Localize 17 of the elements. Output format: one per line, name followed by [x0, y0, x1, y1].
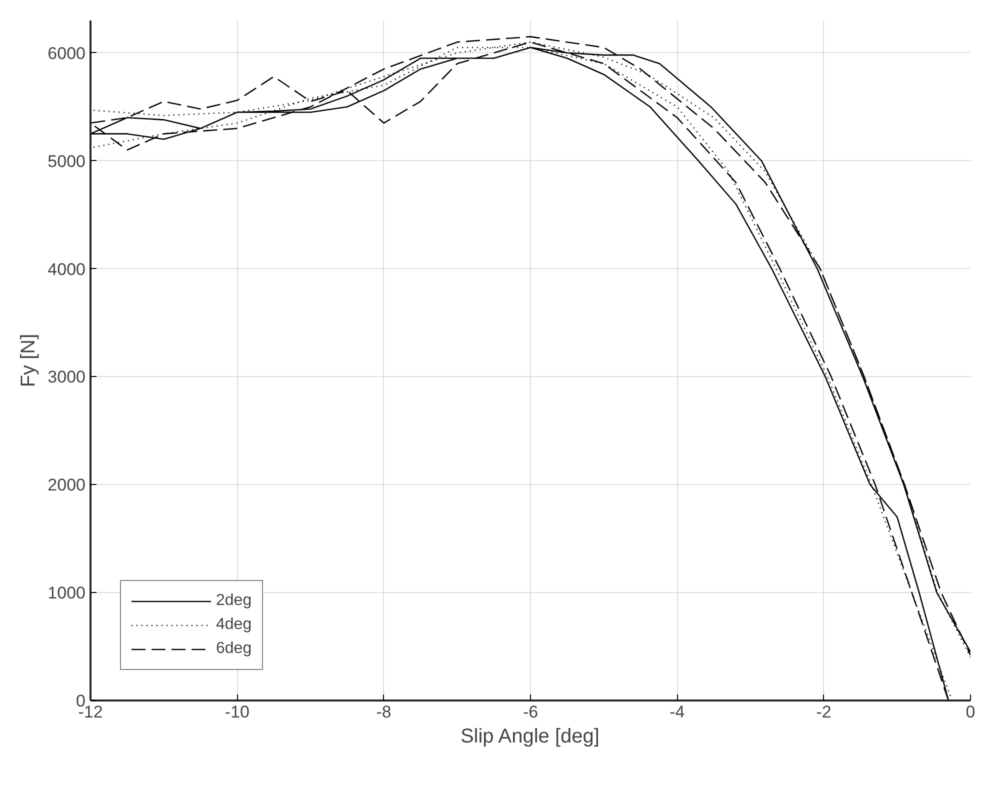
y-tick-label: 5000: [48, 152, 86, 171]
y-tick-label: 2000: [48, 476, 86, 495]
x-tick-label: -4: [670, 702, 685, 722]
legend-label: 4deg: [216, 616, 252, 634]
x-tick-label: -2: [816, 702, 832, 722]
legend-label: 6deg: [216, 640, 252, 658]
x-tick-label: -8: [376, 702, 392, 722]
y-tick-label: 3000: [48, 368, 86, 387]
y-tick-label: 1000: [48, 584, 86, 603]
x-tick-label: 0: [966, 702, 976, 722]
y-tick-label: 6000: [48, 44, 86, 63]
y-tick-label: 4000: [48, 260, 86, 279]
x-axis-title: Slip Angle [deg]: [460, 726, 600, 748]
x-tick-label: -10: [224, 702, 250, 722]
y-axis-title: Fy [N]: [18, 334, 40, 388]
x-tick-label: -6: [522, 702, 538, 722]
legend-label: 2deg: [216, 592, 252, 610]
